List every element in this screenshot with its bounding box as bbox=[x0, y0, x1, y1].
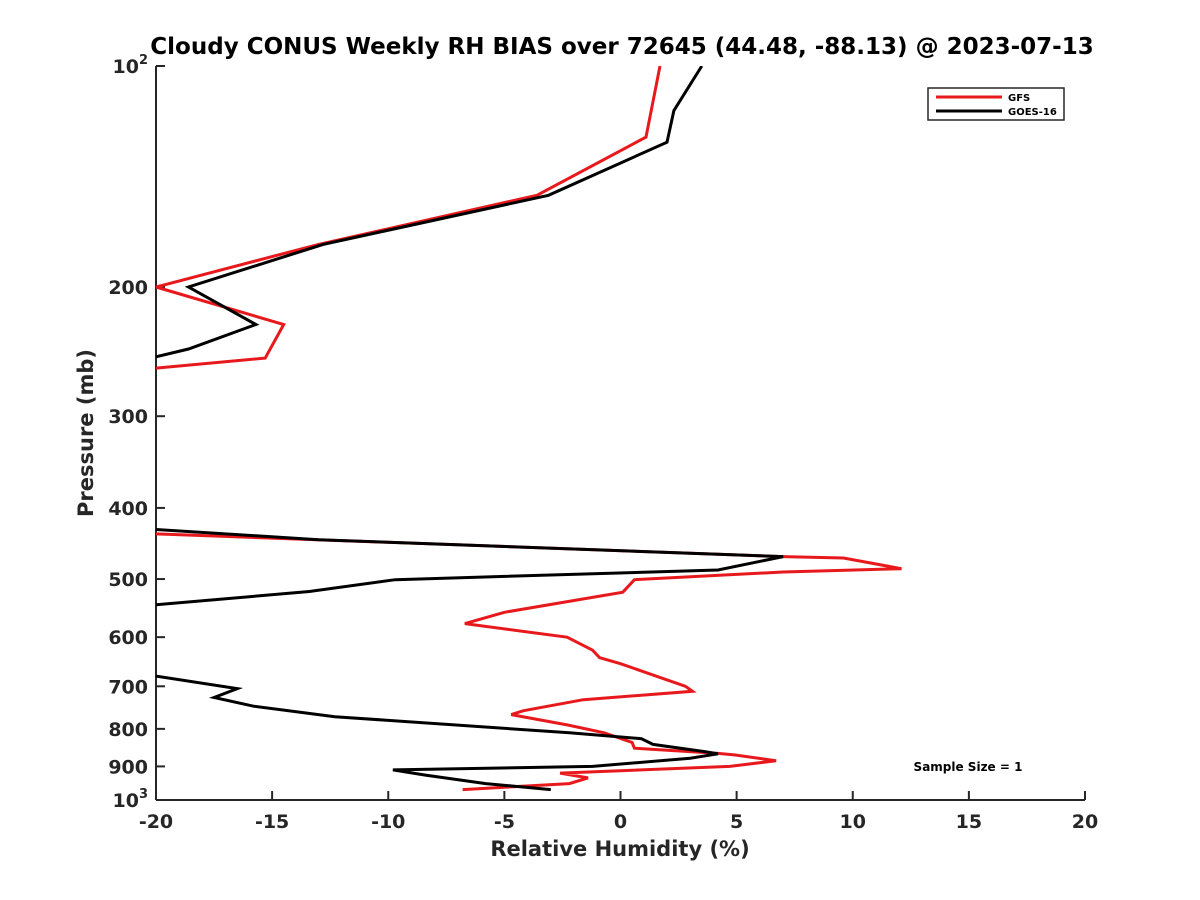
legend-label-goes-16: GOES-16 bbox=[1008, 107, 1057, 118]
series-line-goes-16 bbox=[156, 528, 784, 607]
y-tick-label: 400 bbox=[108, 498, 148, 520]
x-axis-label: Relative Humidity (%) bbox=[490, 837, 749, 861]
x-tick-label: 20 bbox=[1072, 811, 1098, 833]
sample-size-annotation: Sample Size = 1 bbox=[914, 760, 1023, 774]
y-tick-label: 500 bbox=[108, 569, 148, 591]
legend: GFS GOES-16 bbox=[927, 87, 1065, 121]
y-tick-label: 103 bbox=[113, 787, 149, 812]
y-tick-label: 200 bbox=[108, 277, 148, 299]
y-tick-label: 102 bbox=[113, 53, 149, 78]
x-tick-label: -20 bbox=[139, 811, 173, 833]
legend-box bbox=[927, 87, 1065, 121]
x-tick-label: -15 bbox=[255, 811, 289, 833]
series-line-gfs bbox=[156, 532, 902, 792]
x-tick-label: 5 bbox=[730, 811, 743, 833]
chart-title: Cloudy CONUS Weekly RH BIAS over 72645 (… bbox=[150, 34, 1093, 60]
series-line-goes-16 bbox=[156, 674, 719, 792]
y-tick-label: 700 bbox=[108, 676, 148, 698]
plot-area: -20 -15 -10 -5 0 5 10 15 20 102 200 300 400 500 600 700… bbox=[108, 53, 1098, 833]
x-tick-label: -10 bbox=[371, 811, 405, 833]
y-tick-label: 300 bbox=[108, 406, 148, 428]
x-tick-label: 15 bbox=[956, 811, 982, 833]
series-line-gfs bbox=[156, 66, 662, 370]
series-line-goes-16 bbox=[156, 66, 704, 359]
x-tick-label: 10 bbox=[840, 811, 866, 833]
legend-label-gfs: GFS bbox=[1008, 93, 1030, 104]
x-tick-label: 0 bbox=[614, 811, 627, 833]
y-axis-label: Pressure (mb) bbox=[74, 349, 98, 517]
x-tick-label: -5 bbox=[494, 811, 515, 833]
y-tick-label: 900 bbox=[108, 756, 148, 778]
y-tick-label: 600 bbox=[108, 627, 148, 649]
y-tick-label: 800 bbox=[108, 719, 148, 741]
